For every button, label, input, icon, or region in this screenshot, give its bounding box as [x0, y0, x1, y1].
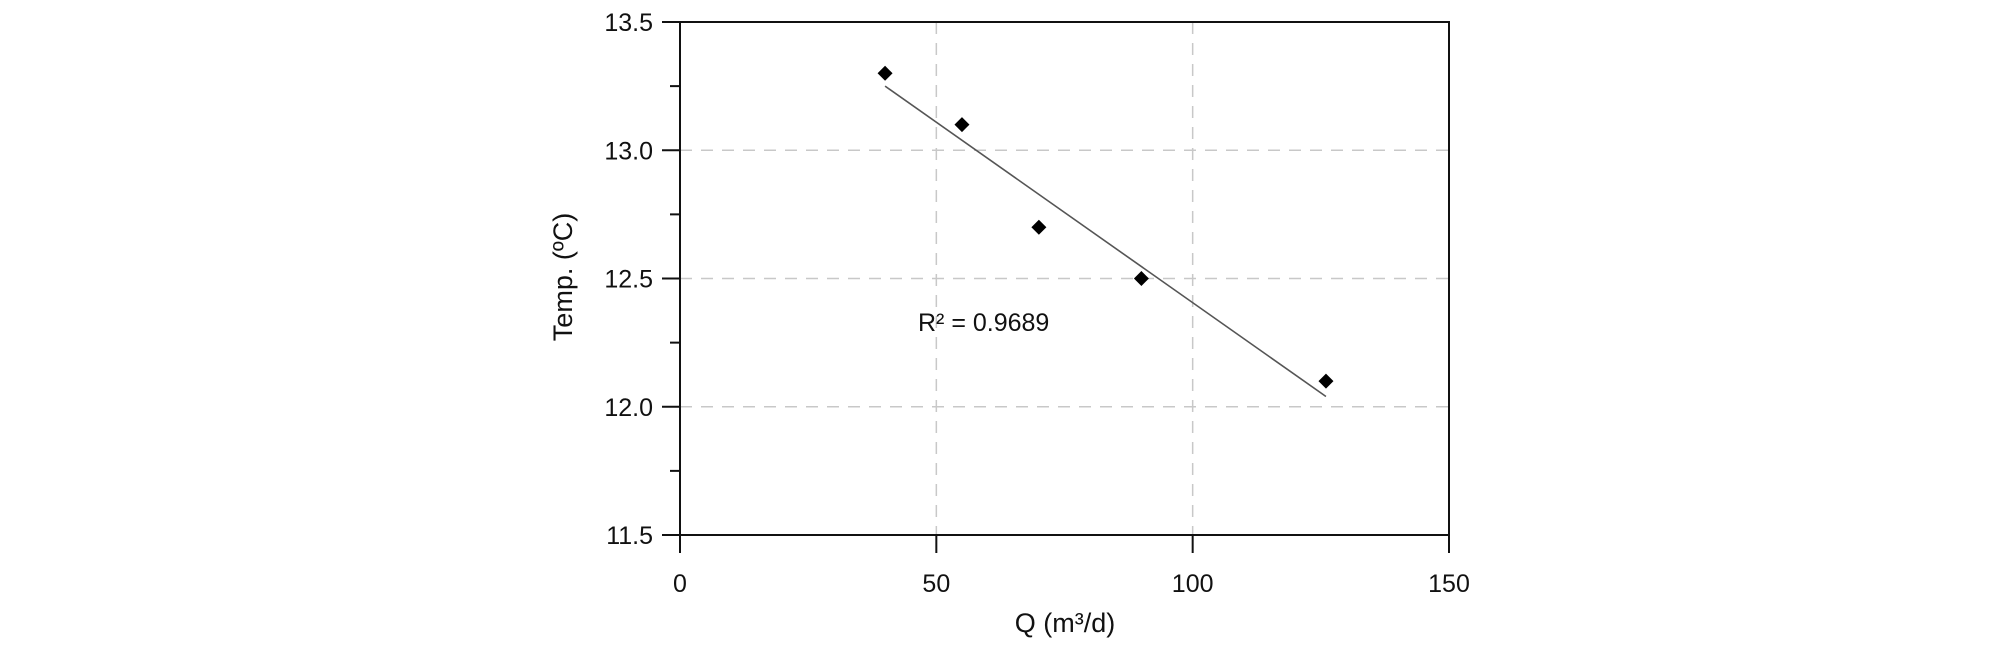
data-point-4	[1133, 271, 1149, 286]
x-axis-title: Q (m³/d)	[1015, 608, 1116, 638]
trendline-layer	[884, 85, 1327, 398]
y-tick-label-11.5: 11.5	[606, 522, 653, 550]
regression-line	[884, 85, 1327, 398]
data-point-5	[1318, 373, 1334, 389]
x-tick-label-100: 100	[1172, 570, 1214, 598]
axis-ticks	[662, 21, 1450, 553]
y-tick-label-13.0: 13.0	[604, 137, 653, 165]
data-points	[877, 65, 1334, 389]
data-point-1	[877, 65, 893, 81]
y-tick-label-12.5: 12.5	[604, 266, 653, 294]
r-squared-annotation: R² = 0.9689	[918, 309, 1049, 337]
grid-lines	[680, 22, 1449, 535]
y-axis-title: Temp. (ºC)	[548, 213, 578, 341]
y-tick-label-13.5: 13.5	[604, 9, 653, 37]
data-point-3	[1031, 219, 1047, 235]
data-point-2	[954, 117, 970, 133]
x-tick-label-50: 50	[922, 570, 950, 598]
y-tick-label-12.0: 12.0	[604, 394, 653, 422]
x-tick-label-150: 150	[1428, 570, 1470, 598]
x-tick-label-0: 0	[673, 570, 687, 598]
tick-labels: 11.5 12.0 12.5 13.0 13.5 0 50 100 150	[604, 9, 1470, 598]
